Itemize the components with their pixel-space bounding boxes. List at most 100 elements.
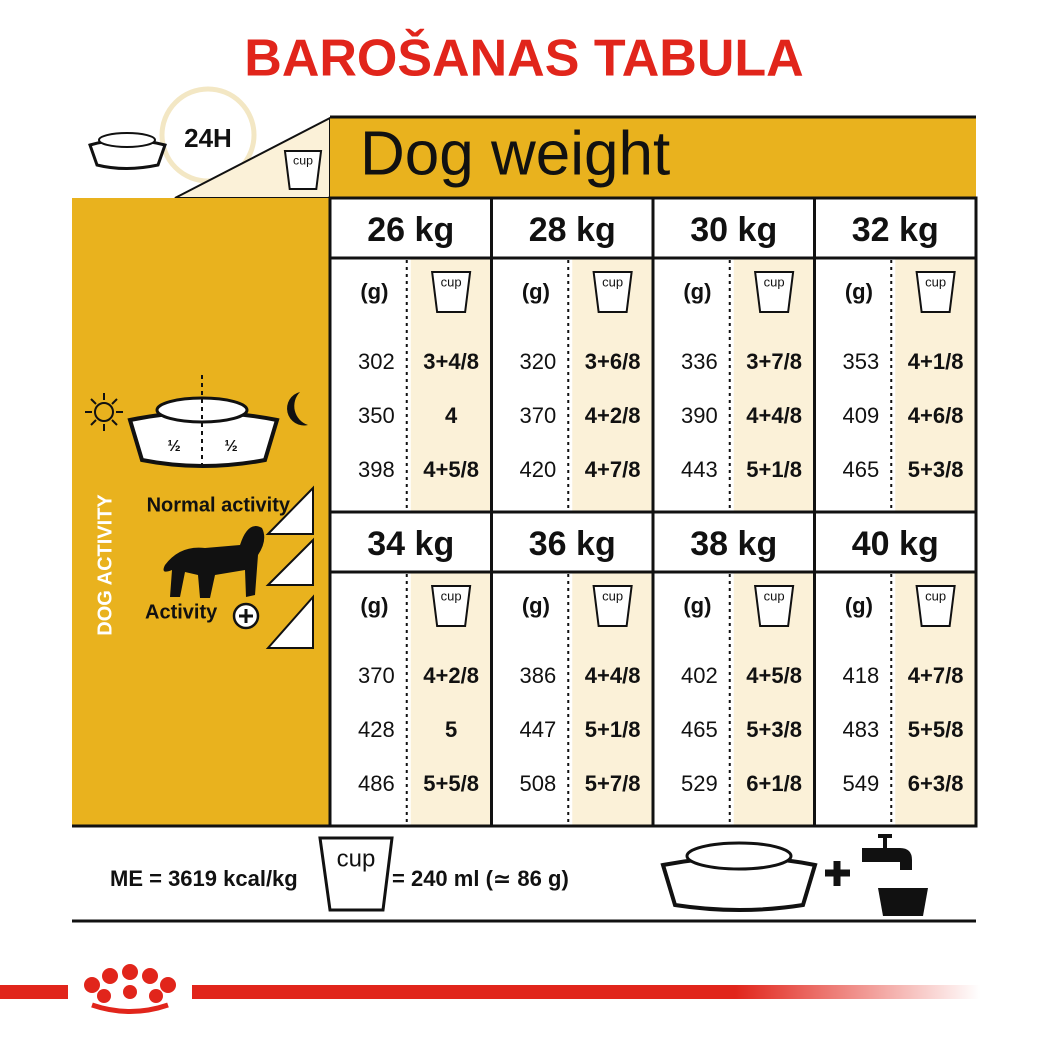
- plus-icon: [232, 602, 260, 630]
- cup-equivalent: = 240 ml (≃ 86 g): [392, 866, 569, 891]
- grams: 409: [843, 403, 880, 428]
- weight-block: 28 kg (g) cup 320 3+6/8 370 4+2/8 420 4+7/8: [490, 196, 655, 514]
- cup-label: cup: [925, 274, 946, 289]
- weight: 38 kg: [690, 525, 777, 563]
- activity-panel: [72, 198, 330, 826]
- weight-block: 26 kg (g) cup 302 3+4/8 350 4 398 4+5/8: [328, 196, 493, 514]
- gram-label: (g): [683, 593, 711, 618]
- cups: 4+2/8: [423, 663, 479, 688]
- grams: 302: [358, 349, 395, 374]
- cups: 5+1/8: [585, 717, 641, 742]
- grams: 390: [681, 403, 718, 428]
- grams: 402: [681, 663, 718, 688]
- cups: 4+6/8: [908, 403, 964, 428]
- cups: 4+5/8: [746, 663, 802, 688]
- cups: 4+7/8: [585, 457, 641, 482]
- cup-icon: cup: [753, 271, 795, 313]
- cup-outline: [592, 271, 633, 313]
- weight-block: 34 kg (g) cup 370 4+2/8 428 5 486 5+5/8: [328, 510, 493, 828]
- cup-outline: [592, 585, 633, 627]
- cups: 5: [445, 717, 457, 742]
- grams: 420: [520, 457, 557, 482]
- weight-block: 36 kg (g) cup 386 4+4/8 447 5+1/8 508 5+7/8: [490, 510, 655, 828]
- activity-level: Activity: [145, 601, 218, 623]
- grams: 486: [358, 771, 395, 796]
- grams: 508: [520, 771, 557, 796]
- gram-label: (g): [845, 279, 873, 304]
- grams: 386: [520, 663, 557, 688]
- grams: 320: [520, 349, 557, 374]
- grams: 336: [681, 349, 718, 374]
- cup-label: cup: [764, 274, 785, 289]
- cups: 4+1/8: [908, 349, 964, 374]
- grams: 447: [520, 717, 557, 742]
- activity-side-label: DOG ACTIVITY: [94, 494, 116, 636]
- bowl-icon: [660, 841, 818, 912]
- cup-label: cup: [441, 588, 462, 603]
- grams: 465: [843, 457, 880, 482]
- weight-block: 30 kg (g) cup 336 3+7/8 390 4+4/8 443 5+1/8: [651, 196, 816, 514]
- cups: 5+3/8: [908, 457, 964, 482]
- water-icon: [862, 834, 928, 916]
- weight: 30 kg: [690, 211, 777, 249]
- gram-label: (g): [522, 593, 550, 618]
- heading: Dog weight: [360, 119, 670, 188]
- cups: 5+5/8: [423, 771, 479, 796]
- title: BAROŠANAS TABULA: [244, 29, 803, 88]
- cup-outline: [915, 271, 956, 313]
- brand-line: [0, 985, 980, 999]
- grams: 370: [520, 403, 557, 428]
- bowl-icon: [88, 132, 167, 170]
- period: 24H: [184, 123, 232, 153]
- grams: 353: [843, 349, 880, 374]
- table: 26 kg (g) cup 302 3+4/8 350 4 398 4+5/8 28 kg (g) c…: [328, 196, 978, 828]
- gram-label: (g): [522, 279, 550, 304]
- bowl-halves-icon: [127, 375, 280, 468]
- moon-icon: [287, 392, 308, 426]
- grams: 483: [843, 717, 880, 742]
- gram-label: (g): [683, 279, 711, 304]
- gram-label: (g): [845, 593, 873, 618]
- grams: 350: [358, 403, 395, 428]
- cup-outline: [430, 585, 472, 627]
- cup-label: cup: [337, 845, 376, 872]
- cup-label: cup: [764, 588, 785, 603]
- heading-band: [330, 117, 976, 198]
- cups: 4+4/8: [746, 403, 802, 428]
- cups: 5+5/8: [908, 717, 964, 742]
- cup-label: cup: [602, 588, 623, 603]
- grams: 465: [681, 717, 718, 742]
- cup-outline: [753, 585, 795, 627]
- cups: 5+3/8: [746, 717, 802, 742]
- activity-level: Normal activity: [147, 494, 291, 516]
- cup-icon: cup: [753, 585, 795, 627]
- cups: 4+2/8: [585, 403, 641, 428]
- gram-label: (g): [360, 593, 388, 618]
- cups: 3+7/8: [746, 349, 802, 374]
- cup-label: cup: [441, 274, 462, 289]
- grams: 418: [843, 663, 880, 688]
- cup-icon: cup: [915, 271, 956, 313]
- cups: 4+7/8: [908, 663, 964, 688]
- weight-block: 38 kg (g) cup 402 4+5/8 465 5+3/8 529 6+1/8: [651, 510, 816, 828]
- cups: 6+1/8: [746, 771, 802, 796]
- grams: 549: [843, 771, 880, 796]
- cup-icon: cup: [592, 271, 633, 313]
- brand-logo: [68, 964, 192, 1018]
- grams: 443: [681, 457, 718, 482]
- weight: 26 kg: [367, 211, 454, 249]
- weight: 28 kg: [529, 211, 616, 249]
- cups: 4+5/8: [423, 457, 479, 482]
- cups: 6+3/8: [908, 771, 964, 796]
- grams: 398: [358, 457, 395, 482]
- cup-icon: cup: [283, 150, 323, 190]
- weight: 40 kg: [852, 525, 939, 563]
- sun-icon: [85, 393, 123, 431]
- gram-label: (g): [360, 279, 388, 304]
- cup-outline: [283, 150, 323, 190]
- cup-outline: [430, 271, 472, 313]
- cups: 3+6/8: [585, 349, 641, 374]
- weight: 36 kg: [529, 525, 616, 563]
- cup-icon: cup: [915, 585, 956, 627]
